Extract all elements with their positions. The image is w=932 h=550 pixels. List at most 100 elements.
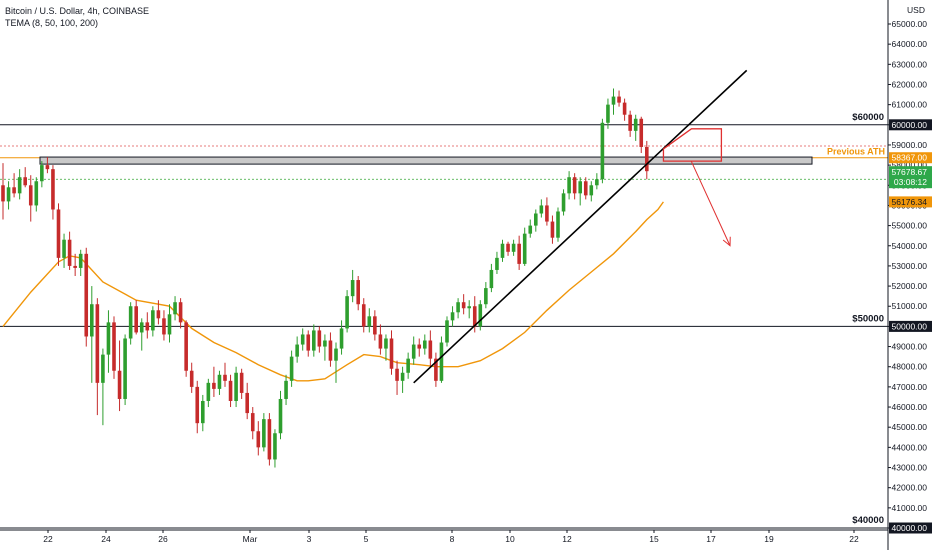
x-tick-label: 12 — [562, 534, 572, 544]
candle-up — [556, 207, 560, 242]
y-tick-label: 47000.00 — [892, 382, 928, 392]
candle-body — [445, 320, 449, 343]
tema-price-tag: 56176.34 — [892, 197, 928, 207]
candle-up — [201, 394, 205, 432]
candle-up — [295, 336, 299, 363]
indicator-legend: TEMA (8, 50, 100, 200) — [5, 18, 99, 28]
candle-down — [550, 215, 555, 244]
price-axis-bg — [888, 0, 932, 550]
candle-up — [528, 219, 533, 238]
candle-up — [606, 98, 610, 129]
candle-body — [334, 348, 338, 361]
candle-body — [312, 330, 316, 351]
candle-down — [223, 362, 227, 387]
candle-up — [411, 336, 416, 365]
candle-down — [517, 235, 521, 270]
level-label: $60000 — [852, 112, 884, 123]
candle-body — [278, 398, 283, 434]
annotation-box — [662, 128, 723, 162]
candle-body — [45, 165, 50, 170]
candle-up — [595, 173, 599, 190]
candle-body — [239, 372, 244, 393]
candle-down — [112, 316, 116, 379]
candle-up — [534, 209, 538, 232]
candle-body — [117, 370, 122, 399]
candle-body — [201, 400, 205, 424]
candle-up — [478, 300, 483, 331]
annotation-arrowhead — [722, 236, 731, 247]
candle-body — [217, 374, 222, 389]
candle-up — [167, 304, 172, 343]
candle-body — [51, 169, 55, 210]
candle-down — [378, 324, 383, 355]
candle-body — [256, 431, 261, 448]
candle-up — [567, 171, 571, 200]
candle-down — [195, 380, 200, 434]
level-price-tag-bg — [889, 320, 932, 332]
candle-up — [367, 308, 372, 333]
candle-up — [511, 239, 516, 256]
candle-body — [611, 96, 616, 105]
candle-up — [633, 114, 638, 141]
candle-up — [323, 334, 327, 361]
candle-down — [134, 300, 138, 335]
candle-body — [78, 253, 83, 268]
candle-up — [62, 233, 66, 268]
candle-down — [1, 163, 5, 220]
level-price-tag-bg — [889, 119, 932, 131]
ath-zone-rectangle — [39, 156, 813, 165]
x-tick-label: 26 — [158, 534, 168, 544]
candle-body — [461, 302, 466, 309]
tema-price-tag-bg — [889, 196, 932, 208]
candle-body — [262, 419, 266, 448]
candle-body — [156, 310, 161, 319]
candle-body — [67, 239, 72, 266]
candle-body — [139, 322, 144, 333]
candle-up — [439, 336, 444, 383]
candle-body — [583, 181, 588, 196]
candle-body — [128, 306, 133, 339]
candle-body — [162, 318, 166, 335]
candle-body — [400, 372, 405, 381]
candle-body — [40, 165, 44, 182]
candle-down — [145, 312, 150, 339]
candle-down — [239, 368, 244, 399]
y-tick-label: 61000.00 — [892, 100, 928, 110]
candle-down — [23, 167, 27, 188]
candle-body — [167, 314, 172, 335]
candle-body — [500, 243, 505, 258]
level-price-tag: 60000.00 — [892, 120, 928, 130]
candle-up — [123, 334, 127, 406]
candle-body — [384, 338, 388, 349]
candle-body — [395, 368, 399, 381]
y-tick-label: 55000.00 — [892, 221, 928, 231]
candle-up — [456, 298, 460, 319]
y-tick-label: 42000.00 — [892, 483, 928, 493]
candle-up — [234, 366, 238, 408]
candle-down — [245, 382, 249, 420]
y-tick-label: 52000.00 — [892, 281, 928, 291]
candle-down — [162, 310, 166, 341]
candle-body — [145, 322, 150, 331]
level-price-tag: 50000.00 — [892, 321, 928, 331]
candle-up — [17, 169, 22, 200]
candle-up — [300, 328, 305, 351]
price-axis-unit: USD — [907, 5, 925, 15]
candle-down — [395, 360, 399, 395]
candle-down — [250, 407, 255, 440]
candle-body — [556, 211, 560, 238]
candle-body — [589, 185, 594, 196]
candle-body — [1, 185, 5, 202]
candle-body — [534, 213, 538, 226]
candle-up — [284, 374, 288, 406]
candle-down — [228, 374, 233, 408]
candle-down — [434, 352, 438, 387]
candle-down — [73, 253, 77, 276]
candle-up — [522, 227, 527, 266]
candle-body — [123, 338, 127, 399]
level-price-tag-bg — [889, 522, 932, 534]
candle-down — [189, 362, 194, 393]
candle-down — [389, 330, 394, 375]
ath-price-tag: 58367.00 — [892, 153, 928, 163]
